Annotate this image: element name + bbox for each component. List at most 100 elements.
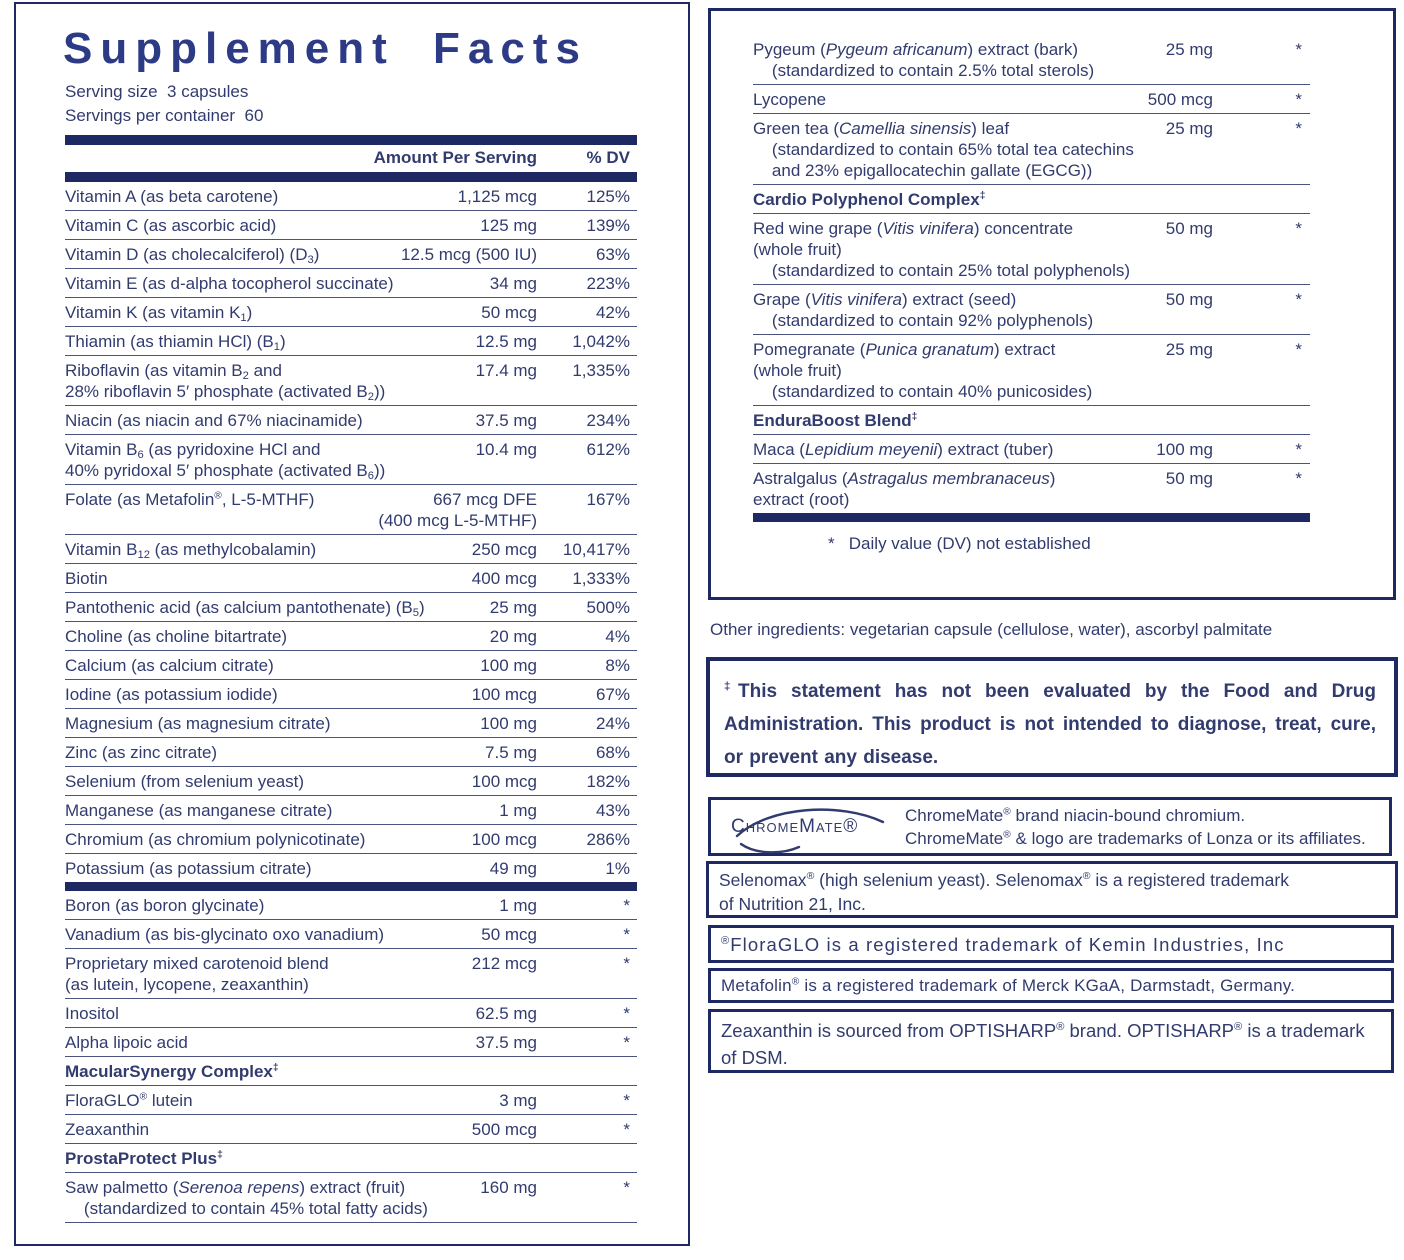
servings-per-container-line: Servings per container 60 (65, 106, 264, 126)
ingredient-amount: 500 mcg (1147, 90, 1213, 109)
ingredient-dv: * (623, 1120, 630, 1140)
table-row: Choline (as choline bitartrate) 20 mg 4% (65, 622, 637, 652)
ingredient-amount: 100 mg (480, 714, 537, 734)
ingredient-name: Biotin (65, 569, 108, 589)
ingredient-dv: * (623, 896, 630, 916)
ingredient-dv: 125% (586, 187, 630, 207)
fda-disclaimer-text: ‡This statement has not been evaluated b… (724, 680, 1376, 768)
table-row: EnduraBoost Blend‡ (753, 406, 1310, 435)
ingredient-amount: 50 mcg (481, 925, 537, 945)
ingredient-name: ProstaProtect Plus‡ (65, 1149, 223, 1169)
ingredient-name: Grape (Vitis vinifera) extract (seed) (s… (753, 290, 1094, 330)
chromemate-trademark-box: ChromeMate® ChromeMate® brand niacin-bou… (708, 797, 1392, 856)
dv-footnote: * Daily value (DV) not established (828, 534, 1091, 553)
table-row: Cardio Polyphenol Complex‡ (753, 185, 1310, 214)
table-row: Calcium (as calcium citrate) 100 mg 8% (65, 651, 637, 681)
ingredient-name: Iodine (as potassium iodide) (65, 685, 278, 705)
ingredient-name: Manganese (as manganese citrate) (65, 801, 333, 821)
ingredient-name: Choline (as choline bitartrate) (65, 627, 288, 647)
ingredient-dv: 286% (586, 830, 630, 850)
ingredient-name: Pomegranate (Punica granatum) extract (w… (753, 340, 1093, 401)
ingredient-dv: 68% (595, 743, 630, 763)
ingredient-amount: 100 mg (480, 656, 537, 676)
ingredient-amount: 49 mg (489, 859, 537, 879)
ingredient-amount: 25 mg (1165, 40, 1213, 59)
ingredient-name: Thiamin (as thiamin HCl) (B1) (65, 332, 286, 354)
ingredient-name: Pantothenic acid (as calcium pantothenat… (65, 598, 425, 620)
ingredient-name: Saw palmetto (Serenoa repens) extract (f… (65, 1178, 428, 1219)
ingredient-dv: * (1295, 469, 1302, 488)
ingredient-amount: 250 mcg (471, 540, 537, 560)
ingredient-dv: 10,417% (562, 540, 630, 560)
ingredient-amount: 20 mg (489, 627, 537, 647)
facts-table-header: Amount Per Serving % DV (65, 145, 637, 172)
table-row (65, 882, 637, 892)
ingredient-dv: 612% (586, 440, 630, 460)
facts-table-right: Pygeum (Pygeum africanum) extract (bark)… (753, 35, 1310, 522)
ingredient-dv: 223% (586, 274, 630, 294)
ingredient-amount: 212 mcg (471, 954, 537, 974)
table-row: Vitamin E (as d-alpha tocopherol succina… (65, 269, 637, 299)
table-row: Vitamin K (as vitamin K1) 50 mcg 42% (65, 298, 637, 328)
ingredient-amount: 667 mcg DFE (400 mcg L-5-MTHF) (378, 490, 537, 531)
other-ingredients-line: Other ingredients: vegetarian capsule (c… (710, 620, 1273, 639)
ingredient-amount: 62.5 mg (475, 1004, 537, 1024)
ingredient-name: FloraGLO® lutein (65, 1091, 193, 1111)
ingredient-dv: * (623, 1033, 630, 1053)
supplement-facts-continuation-panel: Pygeum (Pygeum africanum) extract (bark)… (708, 8, 1396, 600)
floraglo-trademark-text: ®FloraGLO is a registered trademark of K… (721, 934, 1285, 955)
ingredient-amount: 1 mg (499, 896, 537, 916)
table-row: Vitamin B6 (as pyridoxine HCl and 40% py… (65, 435, 637, 486)
ingredient-name: Vitamin K (as vitamin K1) (65, 303, 253, 325)
ingredient-name: Cardio Polyphenol Complex‡ (753, 190, 986, 209)
selenomax-trademark-box: Selenomax® (high selenium yeast). Seleno… (706, 861, 1398, 918)
ingredient-name: Astralgalus (Astragalus membranaceus) ex… (753, 469, 1056, 509)
ingredient-dv: 500% (586, 598, 630, 618)
ingredient-name: Potassium (as potassium citrate) (65, 859, 312, 879)
ingredient-dv: 1% (605, 859, 630, 879)
table-row: Zeaxanthin 500 mcg * (65, 1115, 637, 1145)
ingredient-name: Lycopene (753, 90, 827, 109)
table-row: Chromium (as chromium polynicotinate) 10… (65, 825, 637, 855)
ingredient-dv: 8% (605, 656, 630, 676)
ingredient-dv: * (1295, 440, 1302, 459)
ingredient-name: EnduraBoost Blend‡ (753, 411, 918, 430)
ingredient-name: Zeaxanthin (65, 1120, 150, 1140)
table-row: Pantothenic acid (as calcium pantothenat… (65, 593, 637, 623)
ingredient-name: Selenium (from selenium yeast) (65, 772, 305, 792)
table-row: Magnesium (as magnesium citrate) 100 mg … (65, 709, 637, 739)
table-row: Vitamin A (as beta carotene) 1,125 mcg 1… (65, 182, 637, 212)
ingredient-amount: 25 mg (1165, 340, 1213, 359)
ingredient-name: Chromium (as chromium polynicotinate) (65, 830, 366, 850)
table-row: Potassium (as potassium citrate) 49 mg 1… (65, 854, 637, 884)
ingredient-name: Folate (as Metafolin®, L-5-MTHF) (65, 490, 315, 510)
divider-bar (65, 172, 637, 183)
ingredient-dv: * (1295, 90, 1302, 109)
table-row (753, 513, 1310, 522)
metafolin-trademark-text: Metafolin® is a registered trademark of … (721, 976, 1296, 995)
table-row: Niacin (as niacin and 67% niacinamide) 3… (65, 406, 637, 436)
ingredient-amount: 7.5 mg (485, 743, 537, 763)
ingredient-amount: 500 mcg (471, 1120, 537, 1140)
table-row: Vanadium (as bis-glycinato oxo vanadium)… (65, 920, 637, 950)
ingredient-amount: 100 mcg (471, 772, 537, 792)
ingredient-dv: * (1295, 340, 1302, 359)
ingredient-dv: 1,042% (572, 332, 630, 352)
table-row: Vitamin C (as ascorbic acid) 125 mg 139% (65, 211, 637, 241)
table-row: Thiamin (as thiamin HCl) (B1) 12.5 mg 1,… (65, 327, 637, 357)
floraglo-trademark-box: ®FloraGLO is a registered trademark of K… (708, 925, 1394, 963)
column-header-amount: Amount Per Serving (373, 148, 537, 168)
table-row: Vitamin D (as cholecalciferol) (D3) 12.5… (65, 240, 637, 270)
ingredient-name: Pygeum (Pygeum africanum) extract (bark)… (753, 40, 1095, 80)
ingredient-dv: * (623, 954, 630, 974)
ingredient-dv: 42% (595, 303, 630, 323)
table-row: Astralgalus (Astragalus membranaceus) ex… (753, 464, 1310, 514)
selenomax-trademark-text: Selenomax® (high selenium yeast). Seleno… (719, 870, 1289, 914)
ingredient-dv: 1,335% (572, 361, 630, 381)
table-row: Biotin 400 mcg 1,333% (65, 564, 637, 594)
table-row: Selenium (from selenium yeast) 100 mcg 1… (65, 767, 637, 797)
ingredient-amount: 50 mg (1165, 290, 1213, 309)
ingredient-amount: 34 mg (489, 274, 537, 294)
chromemate-logo: ChromeMate® (731, 807, 885, 853)
